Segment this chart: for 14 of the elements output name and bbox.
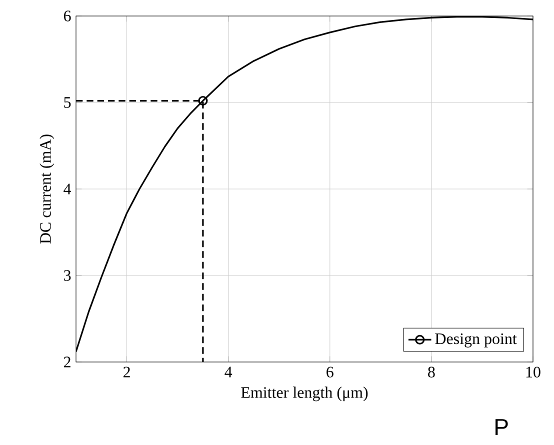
- y-tick-label: 3: [64, 270, 71, 281]
- x-tick-label: 4: [224, 366, 232, 378]
- x-tick-label: 2: [123, 366, 130, 378]
- y-axis-title: DC current (mA): [40, 134, 54, 244]
- y-tick-label: 2: [64, 356, 70, 368]
- legend-label: Design point: [435, 333, 517, 348]
- x-tick-label: 6: [326, 366, 334, 378]
- x-tick-label: 8: [428, 366, 435, 378]
- y-tick-label: 5: [64, 97, 71, 108]
- y-tick-label: 6: [64, 10, 71, 22]
- x-axis-title: Emitter length (μm): [241, 386, 368, 402]
- y-tick-label: 4: [64, 184, 72, 194]
- x-tick-label: 10: [526, 366, 540, 378]
- text: P: [496, 419, 508, 435]
